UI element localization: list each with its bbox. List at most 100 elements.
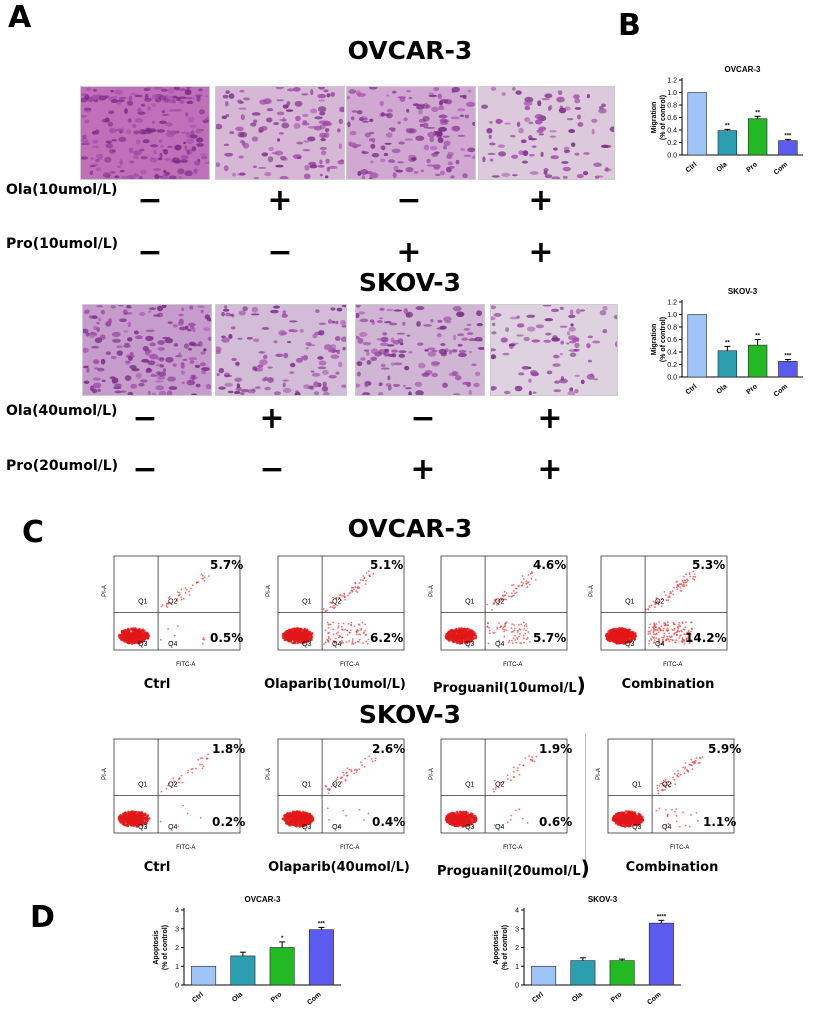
event-dot: [525, 623, 528, 626]
event-dot: [521, 575, 524, 577]
event-dot: [493, 779, 496, 782]
y-tick-label: 1.0: [667, 90, 677, 97]
cell-mark: [408, 391, 412, 395]
y-tick-label: 0.2: [667, 362, 677, 369]
event-dot: [306, 817, 310, 820]
event-dot: [180, 774, 183, 777]
x-axis-label: FITC-A: [503, 845, 522, 851]
caption-ovcar-com: Combination: [621, 677, 715, 692]
y-tick-label: 0.2: [667, 140, 677, 147]
cell-mark: [516, 334, 524, 337]
cell-mark: [397, 338, 404, 344]
cell-mark: [186, 97, 195, 100]
plot-frame: [113, 738, 241, 834]
cell-mark: [286, 101, 291, 106]
event-dot: [684, 626, 687, 629]
event-dot: [133, 630, 136, 634]
y-tick-label: 0.4: [667, 350, 677, 357]
event-dot: [693, 578, 696, 581]
event-dot: [511, 595, 514, 597]
event-dot: [301, 817, 305, 821]
event-dot: [300, 640, 303, 643]
event-dot: [676, 626, 679, 629]
chart-title: SKOV-3: [728, 287, 758, 296]
cell-mark: [386, 94, 390, 97]
event-dot: [530, 577, 533, 580]
event-dot: [327, 792, 330, 795]
cell-mark: [227, 390, 234, 394]
event-dot: [161, 604, 164, 606]
cell-mark: [500, 337, 508, 343]
cell-mark: [366, 351, 370, 356]
event-dot: [652, 636, 655, 639]
cell-mark: [457, 352, 467, 358]
cell-mark: [591, 128, 595, 135]
event-dot: [285, 821, 288, 825]
cell-mark: [151, 94, 158, 100]
cell-mark: [324, 175, 329, 179]
cell-mark: [558, 378, 568, 384]
y-axis-label: (% of control): [660, 317, 667, 362]
cell-mark: [223, 165, 229, 172]
cell-mark: [384, 142, 392, 145]
event-dot: [355, 590, 358, 592]
event-dot: [657, 631, 660, 634]
cell-mark: [88, 315, 95, 319]
event-dot: [350, 769, 353, 771]
ovcar-ctrl-q4-pct: 0.5%: [210, 631, 244, 645]
event-dot: [202, 636, 205, 639]
event-dot: [364, 583, 367, 585]
event-dot: [341, 628, 344, 631]
event-dot: [531, 760, 534, 762]
ovcar-pro-q2-pct: 4.6%: [533, 558, 567, 572]
event-dot: [501, 594, 504, 597]
event-dot: [503, 628, 506, 631]
event-dot: [676, 588, 679, 591]
cell-mark: [566, 342, 570, 345]
sign-ovcar-ola-2: +: [267, 183, 293, 218]
event-dot: [184, 591, 187, 594]
cell-mark: [387, 375, 391, 381]
event-dot: [653, 622, 656, 625]
cell-mark: [164, 158, 172, 161]
event-dot: [455, 824, 458, 827]
sign-ovcar-ola-3: −: [396, 183, 422, 218]
cell-mark: [386, 108, 393, 113]
cell-mark: [158, 390, 167, 395]
cell-mark: [294, 391, 301, 395]
cell-mark: [279, 155, 287, 160]
event-dot: [472, 637, 475, 640]
event-dot: [453, 820, 457, 823]
cell-mark: [177, 168, 185, 175]
event-dot: [498, 639, 500, 642]
event-dot: [355, 768, 358, 771]
event-dot: [689, 633, 692, 636]
cell-mark: [568, 326, 576, 332]
cell-mark: [301, 93, 309, 96]
event-dot: [622, 632, 626, 635]
quadrant-label-q4: Q4: [168, 824, 177, 831]
cell-mark: [560, 340, 565, 345]
event-dot: [461, 823, 464, 827]
sign-skov-pro-1: −: [132, 452, 158, 487]
event-dot: [136, 633, 140, 636]
cell-mark: [81, 93, 87, 97]
event-dot: [467, 634, 470, 638]
cell-mark: [134, 94, 143, 98]
ovcar-ctrl-q2-pct: 5.7%: [210, 558, 244, 572]
cell-mark: [311, 372, 321, 377]
cell-mark: [186, 138, 195, 144]
cell-mark: [261, 327, 270, 330]
cell-mark: [440, 170, 445, 176]
event-dot: [339, 635, 342, 638]
event-dot: [684, 633, 686, 636]
event-dot: [494, 598, 496, 601]
cell-mark: [195, 94, 203, 97]
event-dot: [364, 579, 367, 582]
cell-mark: [378, 317, 384, 320]
event-dot: [354, 581, 357, 584]
cell-mark: [149, 342, 156, 347]
event-dot: [333, 783, 336, 785]
event-dot: [362, 575, 365, 577]
significance-mark: **: [755, 334, 760, 340]
